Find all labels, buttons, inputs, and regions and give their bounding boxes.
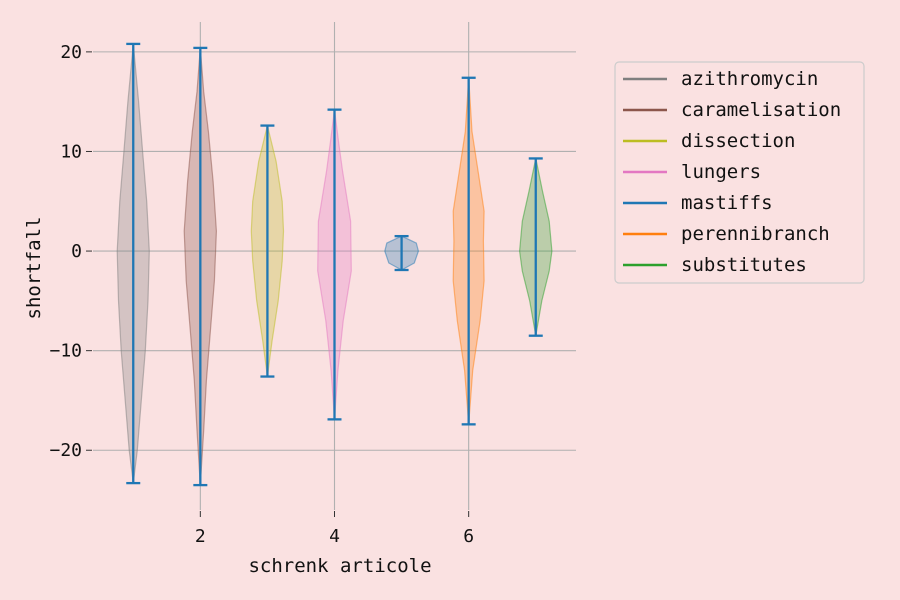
legend-label-substitutes: substitutes xyxy=(681,254,807,276)
y-tick-label: 20 xyxy=(60,42,82,63)
x-tick-label: 6 xyxy=(463,526,474,547)
y-tick-label: −20 xyxy=(49,440,82,461)
y-axis-label: shortfall xyxy=(23,217,45,320)
x-tick-label: 2 xyxy=(195,526,206,547)
legend-label-perennibranch: perennibranch xyxy=(681,223,830,245)
legend-label-mastiffs: mastiffs xyxy=(681,192,773,214)
x-axis-label: schrenk articole xyxy=(248,555,431,577)
legend: azithromycin caramelisation dissection lung… xyxy=(614,61,865,284)
y-tick-label: −10 xyxy=(49,341,82,362)
y-tick-label: 10 xyxy=(60,141,82,162)
legend-label-azithromycin: azithromycin xyxy=(681,68,818,90)
x-axis-ticks: 2 4 6 xyxy=(195,511,474,547)
range-bars xyxy=(126,42,543,487)
y-tick-label: 0 xyxy=(71,241,82,262)
y-axis-ticks: −20 −10 0 10 20 xyxy=(49,42,92,461)
legend-frame xyxy=(614,61,865,284)
x-tick-label: 4 xyxy=(329,526,340,547)
legend-label-dissection: dissection xyxy=(681,130,795,152)
legend-label-lungers: lungers xyxy=(681,161,761,183)
legend-label-caramelisation: caramelisation xyxy=(681,99,841,121)
